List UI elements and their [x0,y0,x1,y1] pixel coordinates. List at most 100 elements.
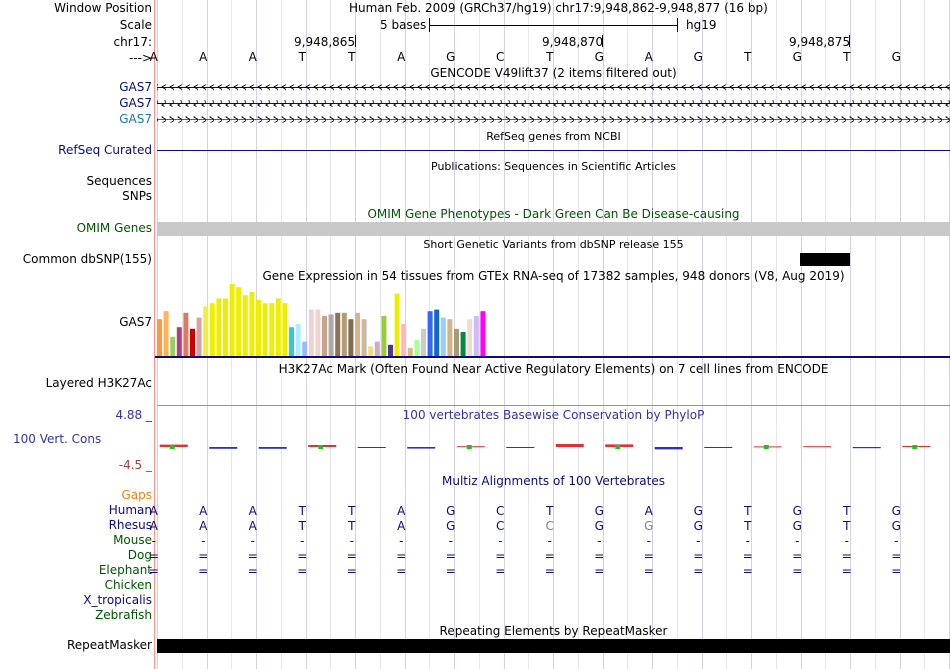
phylop-score-bar[interactable] [852,447,881,449]
dbsnp-variant[interactable] [800,253,850,266]
gtex-tissue-bar[interactable] [315,309,321,356]
species-label-zebrafish[interactable]: Zebrafish [95,608,152,622]
repeatmasker-title[interactable]: Repeating Elements by RepeatMasker [439,624,668,638]
dbsnp-label[interactable]: Common dbSNP(155) [22,252,152,266]
gtex-tissue-bar[interactable] [460,332,466,356]
publications-sequences-label[interactable]: Sequences [86,174,152,188]
gtex-tissue-bar[interactable] [368,346,374,356]
gtex-tissue-bar[interactable] [421,328,426,356]
gtex-tissue-bar[interactable] [473,316,479,356]
gtex-tissue-bar[interactable] [440,317,446,356]
publications-title[interactable]: Publications: Sequences in Scientific Ar… [431,160,676,173]
species-label-rhesus[interactable]: Rhesus [108,518,152,532]
gencode-gene-track[interactable] [157,100,950,107]
gtex-tissue-bar[interactable] [289,327,294,356]
gencode-gene-label[interactable]: GAS7 [119,80,152,94]
gtex-tissue-bar[interactable] [308,309,314,356]
gtex-tissue-bar[interactable] [236,287,242,356]
multiz-title[interactable]: Multiz Alignments of 100 Vertebrates [441,474,666,488]
gencode-gene-label[interactable]: GAS7 [119,112,152,126]
gtex-tissue-bar[interactable] [348,319,354,356]
phylop-score-bar[interactable] [357,447,386,448]
gencode-gene-label[interactable]: GAS7 [119,96,152,110]
phylop-score-bar[interactable] [258,447,287,449]
gtex-tissue-bar[interactable] [170,336,176,356]
gtex-tissue-bar[interactable] [355,312,360,356]
gtex-tissue-bar[interactable] [361,319,367,356]
omim-label[interactable]: OMIM Genes [76,221,152,235]
gtex-tissue-bar[interactable] [341,312,347,356]
gtex-tissue-bar[interactable] [328,314,334,356]
phylop-score-bar[interactable] [704,447,733,448]
omim-title[interactable]: OMIM Gene Phenotypes - Dark Green Can Be… [367,207,740,221]
gtex-tissue-bar[interactable] [176,327,182,356]
dbsnp-title[interactable]: Short Genetic Variants from dbSNP releas… [423,238,684,251]
gtex-tissue-bar[interactable] [196,317,202,356]
gtex-tissue-bar[interactable] [223,298,228,356]
gtex-tissue-bar[interactable] [249,292,255,356]
phylop-score-bar[interactable] [209,447,238,449]
phylop-bars[interactable] [159,444,931,450]
omim-gene-bar[interactable] [157,222,950,236]
base-letter: A [397,50,406,64]
gtex-tissue-bar[interactable] [480,311,486,356]
publications-snps-label[interactable]: SNPs [122,189,152,203]
gtex-tissue-bar[interactable] [183,312,189,356]
h3k27ac-label[interactable]: Layered H3K27Ac [45,376,152,390]
gtex-tissue-bar[interactable] [295,324,301,356]
species-label-x-tropicalis[interactable]: X_tropicalis [83,593,152,607]
gtex-tissue-bar[interactable] [335,312,341,356]
gtex-tissue-bar[interactable] [282,303,288,356]
gtex-tissue-bar[interactable] [163,311,169,356]
gtex-tissue-bar[interactable] [242,295,248,356]
gtex-title[interactable]: Gene Expression in 54 tissues from GTEx … [262,269,845,283]
gtex-tissue-bar[interactable] [388,344,393,356]
gtex-tissue-bar[interactable] [374,341,380,356]
phylop-label[interactable]: 100 Vert. Cons [13,432,102,446]
gtex-tissue-bar[interactable] [256,300,261,356]
gtex-tissue-bar[interactable] [262,303,268,356]
gencode-gene-track[interactable] [157,116,950,123]
gtex-tissue-bar[interactable] [275,298,281,356]
gtex-tissue-bar[interactable] [216,298,222,356]
gtex-tissue-bar[interactable] [269,303,275,356]
gencode-title[interactable]: GENCODE V49lift37 (2 items filtered out) [430,66,677,80]
gtex-tissue-bar[interactable] [157,319,162,356]
species-label-chicken[interactable]: Chicken [104,578,152,592]
gtex-tissue-bar[interactable] [203,306,209,356]
gtex-tissue-bar[interactable] [401,324,407,356]
gtex-tissue-bar[interactable] [229,284,235,356]
phylop-title[interactable]: 100 vertebrates Basewise Conservation by… [402,408,705,422]
h3k27ac-title[interactable]: H3K27Ac Mark (Often Found Near Active Re… [278,362,829,376]
refseq-title[interactable]: RefSeq genes from NCBI [486,130,621,143]
gtex-bar-chart[interactable] [157,284,486,356]
gtex-tissue-bar[interactable] [434,309,440,356]
phylop-score-bar[interactable] [555,444,584,447]
gtex-label[interactable]: GAS7 [119,315,152,329]
gtex-tissue-bar[interactable] [454,328,459,356]
species-label-human[interactable]: Human [108,503,152,517]
gtex-tissue-bar[interactable] [381,316,387,356]
gtex-tissue-bar[interactable] [407,348,413,356]
phylop-score-bar[interactable] [407,447,436,449]
gtex-tissue-bar[interactable] [414,340,420,356]
species-label-mouse[interactable]: Mouse [113,533,152,547]
multiz-alignment[interactable]: A A A T T A G C T G A G T G T GA A A T T A G C C G G G T G T G- - - - - - - -… [149,504,902,578]
species-label-elephant[interactable]: Elephant [98,563,152,577]
gtex-tissue-bar[interactable] [427,311,433,356]
phylop-score-bar[interactable] [506,447,535,448]
gtex-tissue-bar[interactable] [190,328,195,356]
repeatmasker-element[interactable] [157,639,950,653]
gtex-tissue-bar[interactable] [394,293,400,356]
gencode-gene-track[interactable] [157,84,950,91]
repeatmasker-label[interactable]: RepeatMasker [66,638,152,652]
species-label-dog[interactable]: Dog [127,548,152,562]
gtex-tissue-bar[interactable] [447,319,453,356]
gtex-tissue-bar[interactable] [209,303,215,356]
phylop-score-bar[interactable] [654,447,683,450]
gtex-tissue-bar[interactable] [322,316,327,356]
refseq-label[interactable]: RefSeq Curated [58,143,152,157]
phylop-score-bar[interactable] [803,446,832,448]
gtex-tissue-bar[interactable] [302,341,308,356]
gtex-tissue-bar[interactable] [467,319,473,356]
